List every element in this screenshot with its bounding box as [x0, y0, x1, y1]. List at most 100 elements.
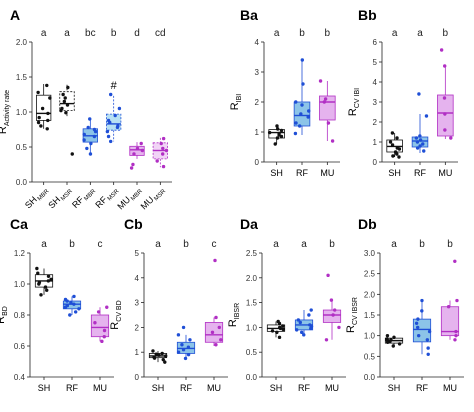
y-tick-label: 3 [135, 299, 140, 308]
x-tick-label: MU [207, 383, 221, 393]
box [59, 91, 75, 111]
data-point [329, 298, 334, 302]
data-point [309, 308, 313, 312]
x-tick-label: SH [38, 383, 51, 393]
y-tick-label: 0.6 [14, 342, 26, 351]
data-point [318, 79, 323, 83]
data-point [92, 134, 97, 139]
data-point [418, 134, 422, 138]
data-point [214, 343, 218, 347]
data-point [414, 136, 419, 140]
data-point [39, 124, 43, 128]
data-point [135, 146, 140, 151]
y-tick-label: 2 [255, 98, 260, 107]
x-tick-label: SH [388, 168, 401, 178]
significance-letter: b [447, 239, 453, 250]
data-point [131, 162, 135, 167]
data-point [161, 136, 166, 141]
y-tick-label: 1.0 [246, 323, 258, 332]
significance-letter: c [212, 239, 217, 250]
data-point [294, 328, 299, 332]
data-point [36, 90, 40, 95]
data-point [64, 111, 68, 115]
y-axis-label: RCV IBSR [345, 297, 359, 333]
data-point [276, 127, 280, 131]
data-point [424, 114, 429, 118]
data-point [151, 349, 155, 353]
data-point [395, 152, 399, 156]
data-point [45, 288, 49, 292]
data-point [82, 138, 86, 142]
data-point [281, 324, 285, 328]
y-tick-label: 1.5 [246, 299, 258, 308]
x-tick-label: RFMSR [93, 184, 121, 212]
data-point [186, 345, 191, 349]
significance-letter: b [69, 239, 75, 250]
x-tick-label: MU [438, 168, 452, 178]
data-point [307, 313, 311, 317]
data-point [443, 64, 447, 68]
data-point [40, 106, 45, 111]
data-point [217, 325, 221, 330]
data-point [442, 96, 447, 100]
data-point [309, 326, 313, 331]
data-point [46, 111, 50, 116]
y-tick-label: 4 [255, 38, 260, 47]
data-point [163, 354, 168, 358]
significance-letter: a [392, 28, 398, 39]
y-tick-label: 2.0 [16, 38, 28, 47]
significance-letter: b [325, 28, 331, 39]
y-tick-label: 2.5 [364, 270, 376, 279]
data-point [270, 329, 275, 333]
data-point [296, 318, 301, 322]
data-point [418, 144, 422, 148]
y-tick-label: 1.0 [364, 332, 376, 341]
data-point [163, 360, 167, 364]
data-point [275, 124, 279, 128]
data-point [298, 320, 302, 325]
y-tick-label: 1.2 [14, 249, 26, 258]
data-point [37, 282, 41, 286]
data-point [164, 148, 169, 153]
data-point [154, 352, 158, 356]
box [319, 95, 336, 121]
x-tick-label: MU [93, 383, 107, 393]
data-point [415, 140, 420, 144]
data-point [427, 329, 432, 334]
y-tick-label: 2.0 [246, 274, 258, 283]
data-point [392, 335, 396, 340]
data-point [416, 317, 420, 321]
data-point [117, 106, 122, 111]
data-point [82, 132, 86, 137]
data-point [157, 353, 161, 357]
y-tick-label: 3 [373, 98, 378, 107]
data-point [100, 339, 104, 344]
data-point [96, 310, 101, 314]
y-tick-label: 1 [373, 138, 378, 147]
data-point [443, 128, 447, 132]
data-point [337, 325, 341, 330]
data-point [105, 305, 109, 309]
data-point [454, 333, 458, 338]
data-point [63, 305, 68, 309]
data-point [326, 273, 330, 278]
data-point [397, 155, 401, 159]
data-point [161, 357, 165, 362]
y-tick-label: 1 [255, 128, 260, 137]
significance-letter: d [134, 28, 140, 39]
data-point [273, 142, 277, 146]
data-point [420, 309, 424, 313]
y-tick-label: 0.5 [364, 352, 376, 361]
data-point [152, 356, 157, 360]
x-tick-label: MU [443, 383, 457, 393]
box [90, 314, 110, 338]
x-tick-label: RF [180, 383, 192, 393]
x-tick-label: RF [66, 383, 78, 393]
x-tick-label: SH [270, 168, 283, 178]
x-tick-label: SHMSR [46, 184, 74, 212]
data-point [108, 120, 112, 125]
data-point [300, 58, 305, 62]
data-point [277, 335, 282, 340]
y-tick-label: 1 [135, 348, 140, 357]
x-tick-label: MU [325, 383, 339, 393]
